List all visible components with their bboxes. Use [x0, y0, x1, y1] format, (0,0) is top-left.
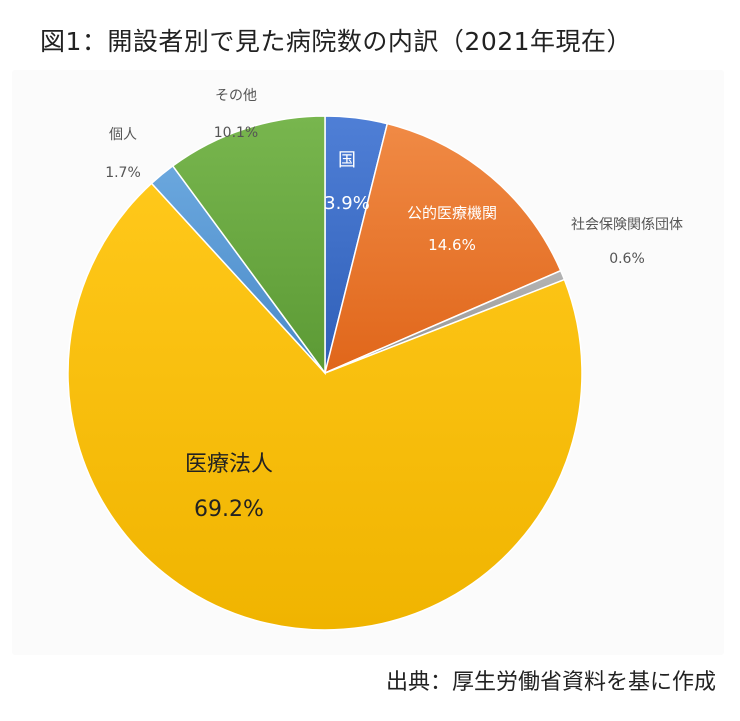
slice-value-individual: 1.7%: [105, 165, 141, 181]
slice-label-national: 国: [338, 150, 356, 171]
slice-label-individual: 個人: [109, 127, 137, 143]
pie-slice-other: [171, 115, 326, 376]
slice-label-public-medical: 公的医療機関: [407, 204, 497, 222]
slice-label-medical-corporation: 医療法人: [185, 452, 273, 477]
pie-slices: [67, 115, 583, 631]
slice-value-national: 3.9%: [324, 193, 370, 214]
slice-label-other: その他: [215, 88, 257, 104]
slice-value-other: 10.1%: [214, 125, 258, 141]
slice-value-public-medical: 14.6%: [428, 236, 476, 254]
slice-value-social-insurance: 0.6%: [609, 251, 645, 267]
chart-title: 図1：開設者別で見た病院数の内訳（2021年現在）: [40, 27, 633, 56]
slice-value-medical-corporation: 69.2%: [194, 497, 264, 522]
pie-slice-medical-corporation: [67, 182, 583, 631]
source-note: 出典：厚生労働省資料を基に作成: [385, 670, 716, 695]
slice-label-social-insurance: 社会保険関係団体: [571, 217, 683, 233]
pie-labels: 国 3.9% 公的医療機関 14.6% 社会保険関係団体 0.6% 医療法人 69.2% 個人 1…: [105, 88, 683, 522]
pie-slice-public-medical: [323, 122, 562, 375]
